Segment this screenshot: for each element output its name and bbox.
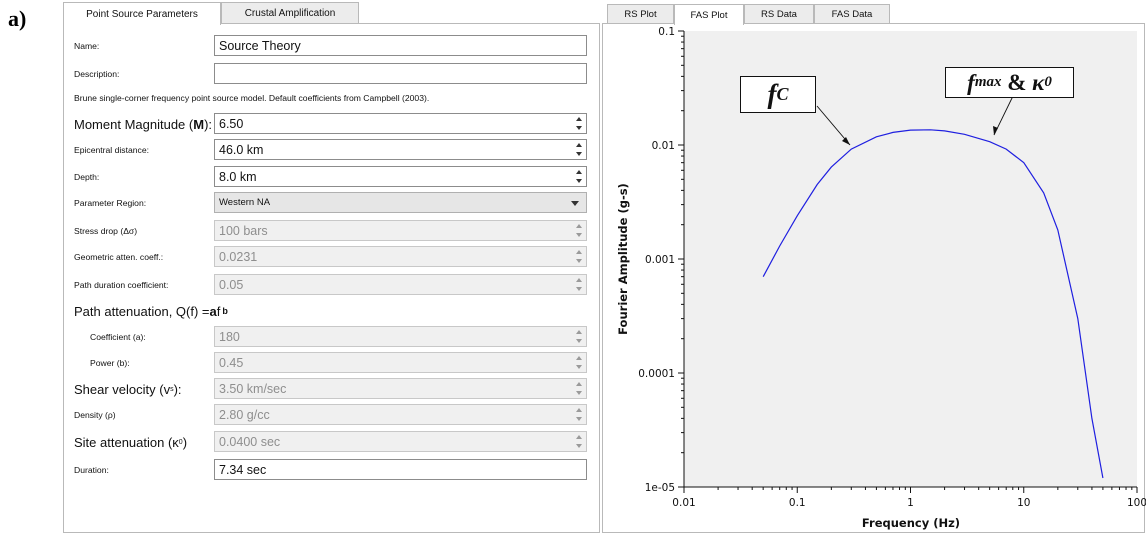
duration-label: Duration: <box>74 465 109 475</box>
geometric-spinbox: 0.0231 <box>214 246 587 267</box>
geometric-value: 0.0231 <box>219 249 258 264</box>
magnitude-label: Moment Magnitude (M): <box>74 116 213 132</box>
coefficient-value: 180 <box>219 329 240 344</box>
path-attenuation-heading: Path attenuation, Q(f) = a f b <box>74 303 228 319</box>
power-label: Power (b): <box>90 358 130 368</box>
y-tick-label: 0.1 <box>658 26 675 38</box>
spin-arrows-icon <box>575 382 583 395</box>
description-label: Description: <box>74 69 120 79</box>
x-axis-title: Frequency (Hz) <box>862 516 960 530</box>
power-value: 0.45 <box>219 355 244 370</box>
tab-crustal-amplification[interactable]: Crustal Amplification <box>221 2 359 24</box>
depth-value: 8.0 km <box>219 169 257 184</box>
stress-spinbox: 100 bars <box>214 220 587 241</box>
depth-label: Depth: <box>74 172 100 182</box>
region-label: Parameter Region: <box>74 198 147 208</box>
stress-label: Stress drop (Δσ) <box>74 226 138 236</box>
spin-arrows-icon[interactable] <box>575 117 583 130</box>
fas-plot-panel: 0.01 0.1 1 10 100 0.1 0.01 0.001 0.0001 1e-05 Fre… <box>602 23 1146 533</box>
name-label: Name: <box>74 41 100 51</box>
tab-point-source-parameters[interactable]: Point Source Parameters <box>63 2 221 25</box>
magnitude-value: 6.50 <box>219 116 244 131</box>
epicentral-value: 46.0 km <box>219 142 264 157</box>
left-tab-bar: Point Source Parameters Crustal Amplific… <box>63 2 359 25</box>
fc-arrow-head <box>842 137 850 145</box>
point-source-form: Name: Source Theory Description: Brune s… <box>63 23 600 533</box>
region-value: Western NA <box>219 197 271 208</box>
spin-arrows-icon[interactable] <box>575 143 583 156</box>
name-value: Source Theory <box>219 38 301 53</box>
spin-arrows-icon <box>575 278 583 291</box>
y-tick-label: 0.01 <box>652 140 675 152</box>
site-label: Site attenuation (κ 0) <box>74 434 188 450</box>
tab-fas-data[interactable]: FAS Data <box>814 4 890 24</box>
region-dropdown[interactable]: Western NA <box>214 192 587 213</box>
path-duration-label: Path duration coefficient: <box>74 280 169 290</box>
fmax-arrow-head <box>993 126 998 135</box>
density-value: 2.80 g/cc <box>219 407 270 422</box>
x-tick-label: 0.01 <box>672 497 695 509</box>
depth-spinbox[interactable]: 8.0 km <box>214 166 587 187</box>
name-field[interactable]: Source Theory <box>214 35 587 56</box>
magnitude-spinbox[interactable]: 6.50 <box>214 113 587 134</box>
path-duration-spinbox: 0.05 <box>214 274 587 295</box>
chevron-down-icon <box>571 201 579 206</box>
coefficient-spinbox: 180 <box>214 326 587 347</box>
power-spinbox: 0.45 <box>214 352 587 373</box>
x-tick-label: 0.1 <box>789 497 806 509</box>
tab-rs-data[interactable]: RS Data <box>744 4 814 24</box>
right-tab-bar: RS Plot FAS Plot RS Data FAS Data <box>607 4 890 25</box>
spin-arrows-icon <box>575 250 583 263</box>
coefficient-label: Coefficient (a): <box>90 332 146 342</box>
shear-label: Shear velocity (v s): <box>74 381 182 397</box>
spin-arrows-icon <box>575 224 583 237</box>
y-tick-label: 0.001 <box>645 254 675 266</box>
fas-chart: 0.01 0.1 1 10 100 0.1 0.01 0.001 0.0001 1e-05 Fre… <box>616 26 1146 530</box>
spin-arrows-icon <box>575 356 583 369</box>
shear-value: 3.50 km/sec <box>219 381 287 396</box>
spin-arrows-icon <box>575 408 583 421</box>
x-tick-label: 1 <box>907 497 914 509</box>
shear-spinbox: 3.50 km/sec <box>214 378 587 399</box>
spin-arrows-icon <box>575 435 583 448</box>
path-duration-value: 0.05 <box>219 277 244 292</box>
tab-fas-plot[interactable]: FAS Plot <box>674 4 744 25</box>
density-spinbox: 2.80 g/cc <box>214 404 587 425</box>
tab-rs-plot[interactable]: RS Plot <box>607 4 674 24</box>
epicentral-label: Epicentral distance: <box>74 145 149 155</box>
spin-arrows-icon[interactable] <box>575 170 583 183</box>
model-description-note: Brune single-corner frequency point sour… <box>74 93 430 103</box>
density-label: Density (ρ) <box>74 410 116 420</box>
x-tick-label: 100 <box>1127 497 1146 509</box>
geometric-label: Geometric atten. coeff.: <box>74 252 164 262</box>
x-tick-label: 10 <box>1017 497 1030 509</box>
spin-arrows-icon <box>575 330 583 343</box>
site-value: 0.0400 sec <box>219 434 281 449</box>
description-field[interactable] <box>214 63 587 84</box>
site-spinbox: 0.0400 sec <box>214 431 587 452</box>
y-tick-label: 1e-05 <box>645 482 675 494</box>
figure-label: a) <box>8 6 27 31</box>
fas-series-line <box>762 129 1104 479</box>
y-axis-title: Fourier Amplitude (g-s) <box>616 183 630 335</box>
duration-field: 7.34 sec <box>214 459 587 480</box>
y-tick-label: 0.0001 <box>638 368 675 380</box>
duration-value: 7.34 sec <box>219 462 267 477</box>
epicentral-spinbox[interactable]: 46.0 km <box>214 139 587 160</box>
stress-value: 100 bars <box>219 223 268 238</box>
